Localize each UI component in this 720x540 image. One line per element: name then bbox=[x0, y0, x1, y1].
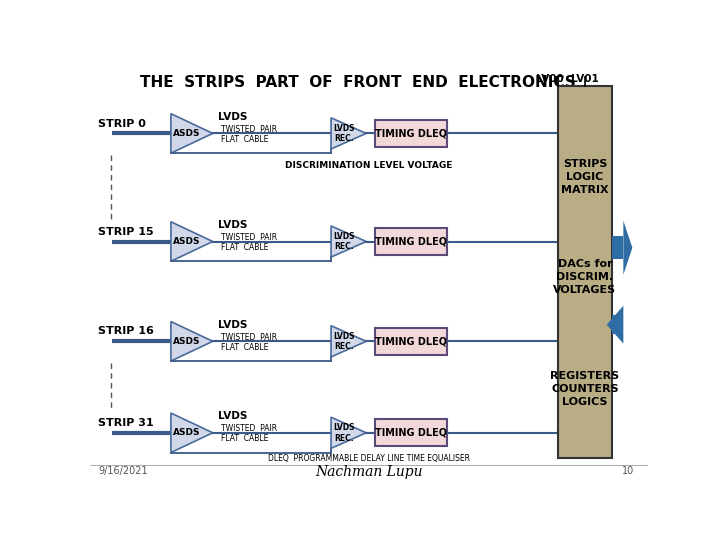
Polygon shape bbox=[624, 221, 632, 275]
Bar bbox=[374, 328, 447, 355]
Polygon shape bbox=[171, 113, 213, 153]
Polygon shape bbox=[171, 222, 213, 261]
Text: ASDS: ASDS bbox=[173, 428, 201, 437]
Text: ASDS: ASDS bbox=[173, 129, 201, 138]
Polygon shape bbox=[171, 413, 213, 453]
Text: FLAT  CABLE: FLAT CABLE bbox=[221, 343, 269, 352]
Bar bbox=[374, 419, 447, 446]
Text: TIMING DLEQ: TIMING DLEQ bbox=[375, 428, 447, 438]
Bar bbox=[374, 228, 447, 255]
Text: LVDS: LVDS bbox=[218, 320, 248, 330]
Text: LVDS: LVDS bbox=[218, 220, 248, 230]
Text: DISCRIMINATION LEVEL VOLTAGE: DISCRIMINATION LEVEL VOLTAGE bbox=[285, 161, 453, 171]
Text: TIMING DLEQ: TIMING DLEQ bbox=[375, 237, 447, 247]
Text: LV01: LV01 bbox=[571, 73, 599, 84]
Text: TWISTED  PAIR: TWISTED PAIR bbox=[221, 125, 277, 134]
Text: STRIP 16: STRIP 16 bbox=[99, 327, 154, 336]
Text: 9/16/2021: 9/16/2021 bbox=[99, 467, 148, 476]
Text: ASDS: ASDS bbox=[173, 237, 201, 246]
Text: LVDS: LVDS bbox=[333, 124, 355, 133]
Text: ASDS: ASDS bbox=[173, 337, 201, 346]
Polygon shape bbox=[331, 118, 366, 149]
Text: STRIPS
LOGIC
MATRIX: STRIPS LOGIC MATRIX bbox=[561, 159, 608, 195]
Text: STRIP 0: STRIP 0 bbox=[99, 119, 146, 129]
Polygon shape bbox=[331, 326, 366, 357]
Text: 10: 10 bbox=[622, 467, 634, 476]
Text: STRIP 15: STRIP 15 bbox=[99, 227, 154, 237]
Text: LVDS: LVDS bbox=[218, 411, 248, 421]
Text: FLAT  CABLE: FLAT CABLE bbox=[221, 135, 269, 144]
Text: TIMING DLEQ: TIMING DLEQ bbox=[375, 129, 447, 138]
Text: THE  STRIPS  PART  OF  FRONT  END  ELECTRONICS: THE STRIPS PART OF FRONT END ELECTRONICS bbox=[140, 75, 576, 90]
Text: LVDS: LVDS bbox=[333, 423, 355, 433]
Text: DLEQ  PROGRAMMABLE DELAY LINE TIME EQUALISER: DLEQ PROGRAMMABLE DELAY LINE TIME EQUALI… bbox=[268, 455, 470, 463]
Text: FLAT  CABLE: FLAT CABLE bbox=[221, 243, 269, 252]
Text: REC.: REC. bbox=[335, 342, 354, 351]
Bar bbox=[612, 237, 624, 259]
Text: REC.: REC. bbox=[335, 242, 354, 252]
Bar bbox=[374, 120, 447, 147]
Text: TIMING DLEQ: TIMING DLEQ bbox=[375, 336, 447, 346]
Polygon shape bbox=[607, 306, 624, 343]
Text: STRIP 31: STRIP 31 bbox=[99, 418, 154, 428]
Text: LVDS: LVDS bbox=[333, 232, 355, 241]
Text: LVDS: LVDS bbox=[333, 332, 355, 341]
Text: REC.: REC. bbox=[335, 434, 354, 443]
Text: REGISTERS
COUNTERS
LOGICS: REGISTERS COUNTERS LOGICS bbox=[550, 371, 619, 407]
Bar bbox=[557, 85, 612, 458]
Text: TWISTED  PAIR: TWISTED PAIR bbox=[221, 333, 277, 342]
Text: FLAT  CABLE: FLAT CABLE bbox=[221, 434, 269, 443]
Text: TWISTED  PAIR: TWISTED PAIR bbox=[221, 424, 277, 433]
Text: REC.: REC. bbox=[335, 134, 354, 143]
Bar bbox=[612, 315, 624, 334]
Text: DACs for
DISCRIM.
VOLTAGES: DACs for DISCRIM. VOLTAGES bbox=[554, 259, 616, 295]
Polygon shape bbox=[331, 226, 366, 257]
Text: LVDS: LVDS bbox=[218, 112, 248, 122]
Polygon shape bbox=[331, 417, 366, 448]
Text: Nachman Lupu: Nachman Lupu bbox=[315, 465, 423, 480]
Text: LV00: LV00 bbox=[536, 73, 564, 84]
Text: TWISTED  PAIR: TWISTED PAIR bbox=[221, 233, 277, 242]
Polygon shape bbox=[171, 321, 213, 361]
